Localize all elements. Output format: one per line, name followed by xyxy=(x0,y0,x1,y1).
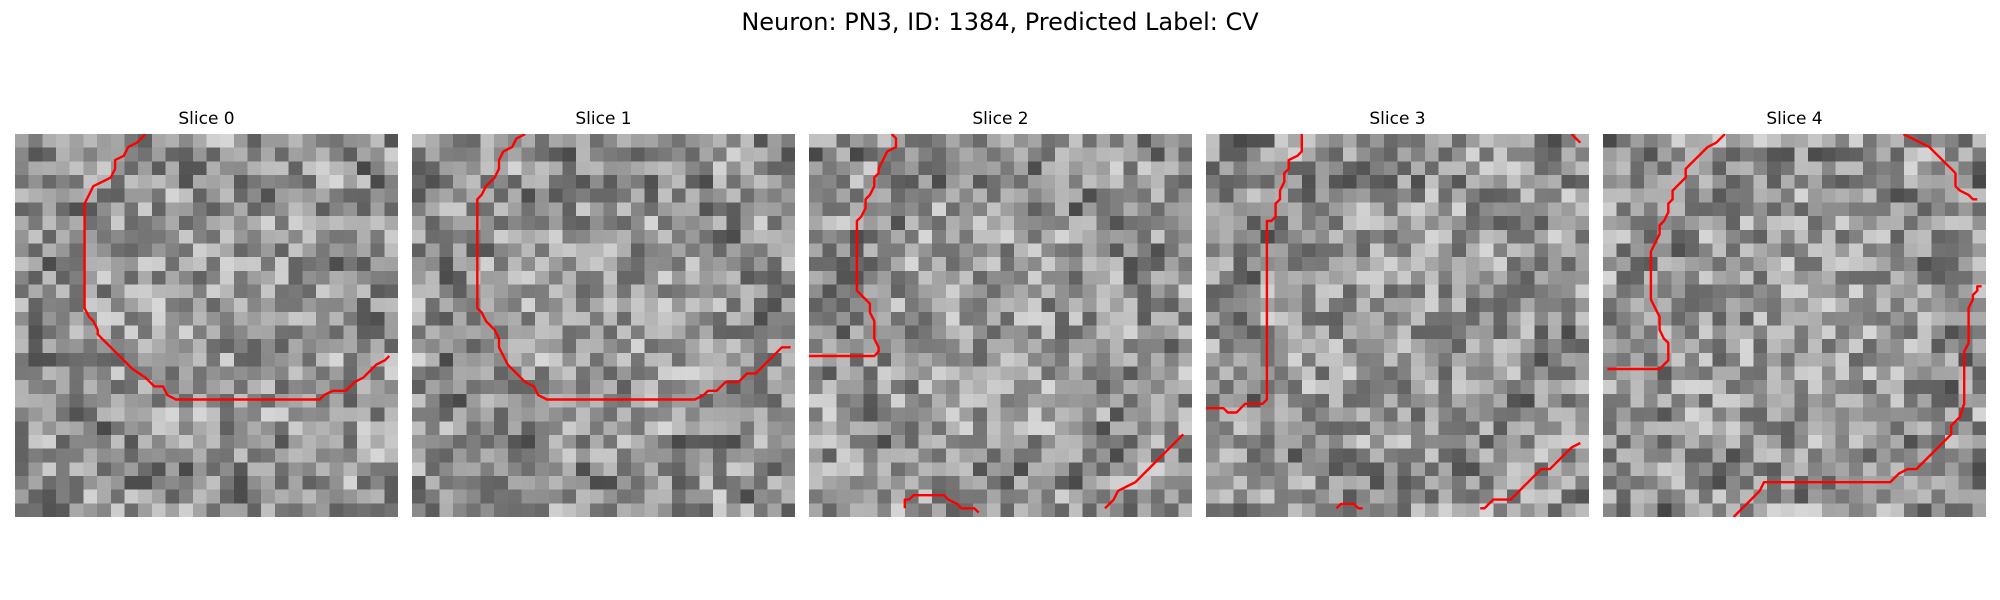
segmentation-contour xyxy=(1902,134,1978,201)
segmentation-contour xyxy=(1570,134,1582,144)
segmentation-contour xyxy=(809,134,898,358)
segmentation-contour xyxy=(1335,502,1363,510)
segmentation-contour xyxy=(1732,285,1982,517)
slice-title: Slice 4 xyxy=(1766,109,1823,129)
segmentation-contour xyxy=(476,134,791,401)
grayscale-texture xyxy=(412,134,795,517)
slice-title: Slice 2 xyxy=(972,109,1029,129)
grayscale-texture xyxy=(809,134,1192,517)
grayscale-texture xyxy=(1206,134,1589,517)
segmentation-contour xyxy=(1480,441,1581,510)
slice-image xyxy=(412,134,795,517)
segmentation-contour xyxy=(903,494,980,514)
slice-image xyxy=(809,134,1192,517)
slice-title: Slice 1 xyxy=(575,109,632,129)
slice-image xyxy=(1206,134,1589,517)
grayscale-texture xyxy=(15,134,398,517)
slice-title: Slice 3 xyxy=(1369,109,1426,129)
slice-image xyxy=(1603,134,1986,517)
grayscale-texture xyxy=(1603,134,1986,517)
figure-title: Neuron: PN3, ID: 1384, Predicted Label: … xyxy=(741,8,1259,36)
segmentation-contour xyxy=(1104,433,1185,510)
segmentation-contour xyxy=(1206,134,1304,414)
segmentation-contour xyxy=(83,134,391,401)
slice-title: Slice 0 xyxy=(178,109,235,129)
segmentation-contour xyxy=(1607,134,1726,371)
slice-image xyxy=(15,134,398,517)
